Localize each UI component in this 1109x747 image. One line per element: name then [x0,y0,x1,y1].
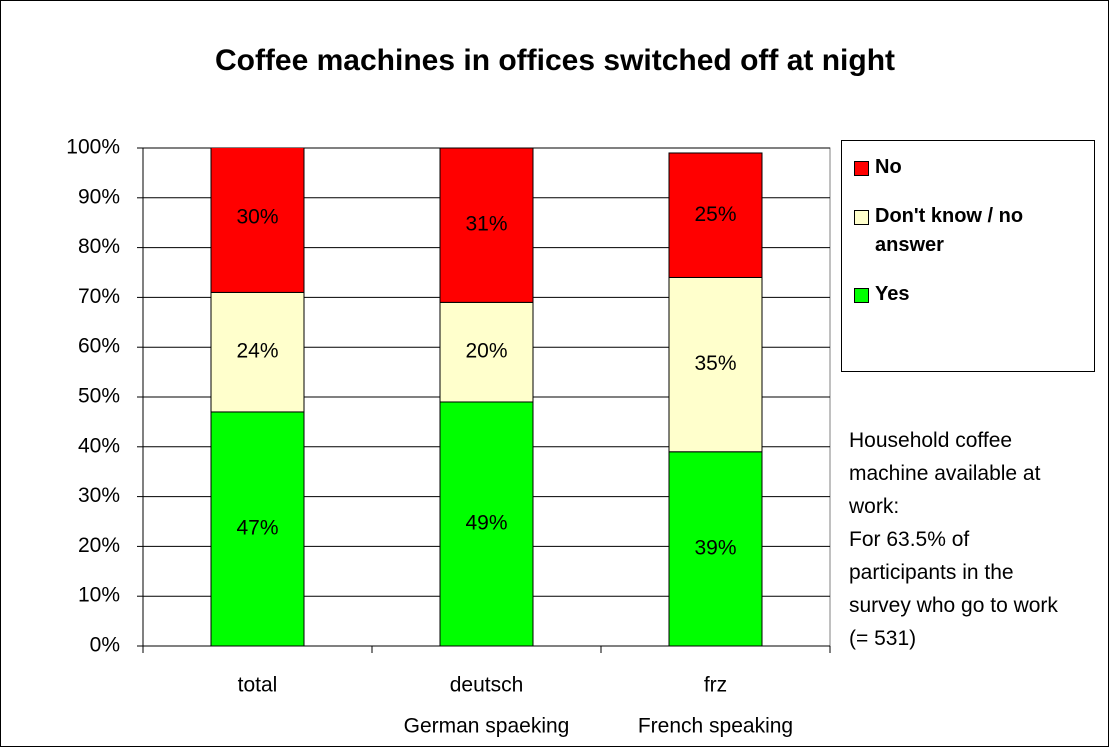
bar-segment [439,148,534,303]
legend: No Don't know / no answer Yes [841,140,1095,372]
annotation-text: Household coffee machine available at wo… [849,429,1041,518]
data-label: 20% [465,340,507,363]
legend-swatch [854,288,869,303]
legend-label: No [875,156,902,178]
chart-title: Coffee machines in offices switched off … [215,44,895,77]
x-sublabel: French speaking [638,715,793,738]
y-tick-label: 70% [78,285,120,308]
bar-segment [210,291,305,413]
legend-item: Don't know / no answer [854,202,1094,260]
x-tick-label: deutsch [450,674,524,697]
bars [210,148,763,646]
y-tick-label: 60% [78,335,120,358]
legend-label: Yes [875,283,910,305]
legend-swatch [854,161,869,176]
y-tick-label: 40% [78,434,120,457]
bar-segment [439,301,534,403]
data-label: 39% [694,536,736,559]
y-tick-label: 100% [66,136,120,159]
data-label: 47% [236,517,278,540]
y-tick-label: 30% [78,484,120,507]
legend-label: Don't know / no answer [875,205,1024,256]
x-tick-label: total [238,674,278,697]
y-tick-label: 80% [78,235,120,258]
bar-segment [668,276,763,453]
bar-segment [439,401,534,646]
data-label: 49% [465,512,507,535]
data-label: 25% [694,203,736,226]
y-tick-label: 20% [78,534,120,557]
data-label: 30% [236,205,278,228]
data-label: 24% [236,340,278,363]
annotation: Household coffee machine available at wo… [849,424,1064,655]
x-sublabel: German spaeking [404,715,570,738]
y-tick-label: 90% [78,185,120,208]
legend-item: No [854,153,1094,182]
y-tick-label: 0% [90,634,120,657]
y-tick-label: 10% [78,584,120,607]
bar-segment [210,411,305,646]
bar-segment [668,152,763,278]
legend-item: Yes [854,280,1094,309]
annotation-text: For 63.5% of participants in the survey … [849,528,1058,650]
data-label: 31% [465,213,507,236]
x-tick-label: frz [704,674,727,697]
bar-segment [210,148,305,293]
y-tick-label: 50% [78,385,120,408]
data-label: 35% [694,352,736,375]
legend-swatch [854,210,869,225]
